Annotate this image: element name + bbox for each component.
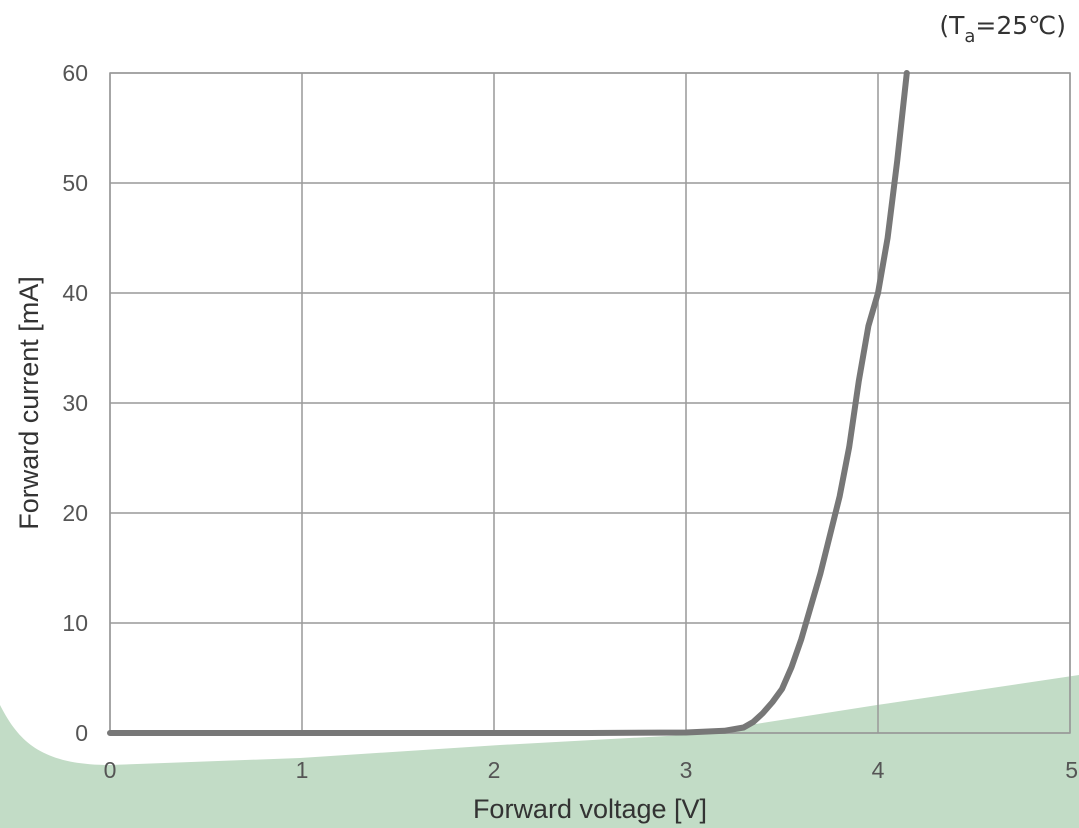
y-tick-label: 0: [75, 720, 88, 746]
y-tick-label: 60: [62, 60, 88, 86]
y-tick-label: 50: [62, 170, 88, 196]
condition-close: =25℃): [975, 11, 1066, 40]
y-tick-label: 30: [62, 390, 88, 416]
x-tick-label: 1: [296, 757, 309, 783]
x-tick-label: 3: [680, 757, 693, 783]
condition-annotation: (Ta=25℃): [939, 11, 1066, 47]
x-tick-label: 2: [488, 757, 501, 783]
x-tick-label: 0: [104, 757, 117, 783]
y-tick-labels: 0 10 20 30 40 50 60: [62, 60, 88, 746]
x-tick-label: 4: [872, 757, 885, 783]
y-tick-label: 40: [62, 280, 88, 306]
grid: [110, 73, 1070, 733]
y-axis-label: Forward current [mA]: [14, 276, 44, 530]
x-axis-label: Forward voltage [V]: [473, 794, 707, 824]
condition-subscript: a: [964, 26, 975, 47]
x-tick-label: 5: [1065, 757, 1078, 783]
y-tick-label: 20: [62, 500, 88, 526]
condition-open: (T: [939, 11, 965, 40]
y-tick-label: 10: [62, 610, 88, 636]
